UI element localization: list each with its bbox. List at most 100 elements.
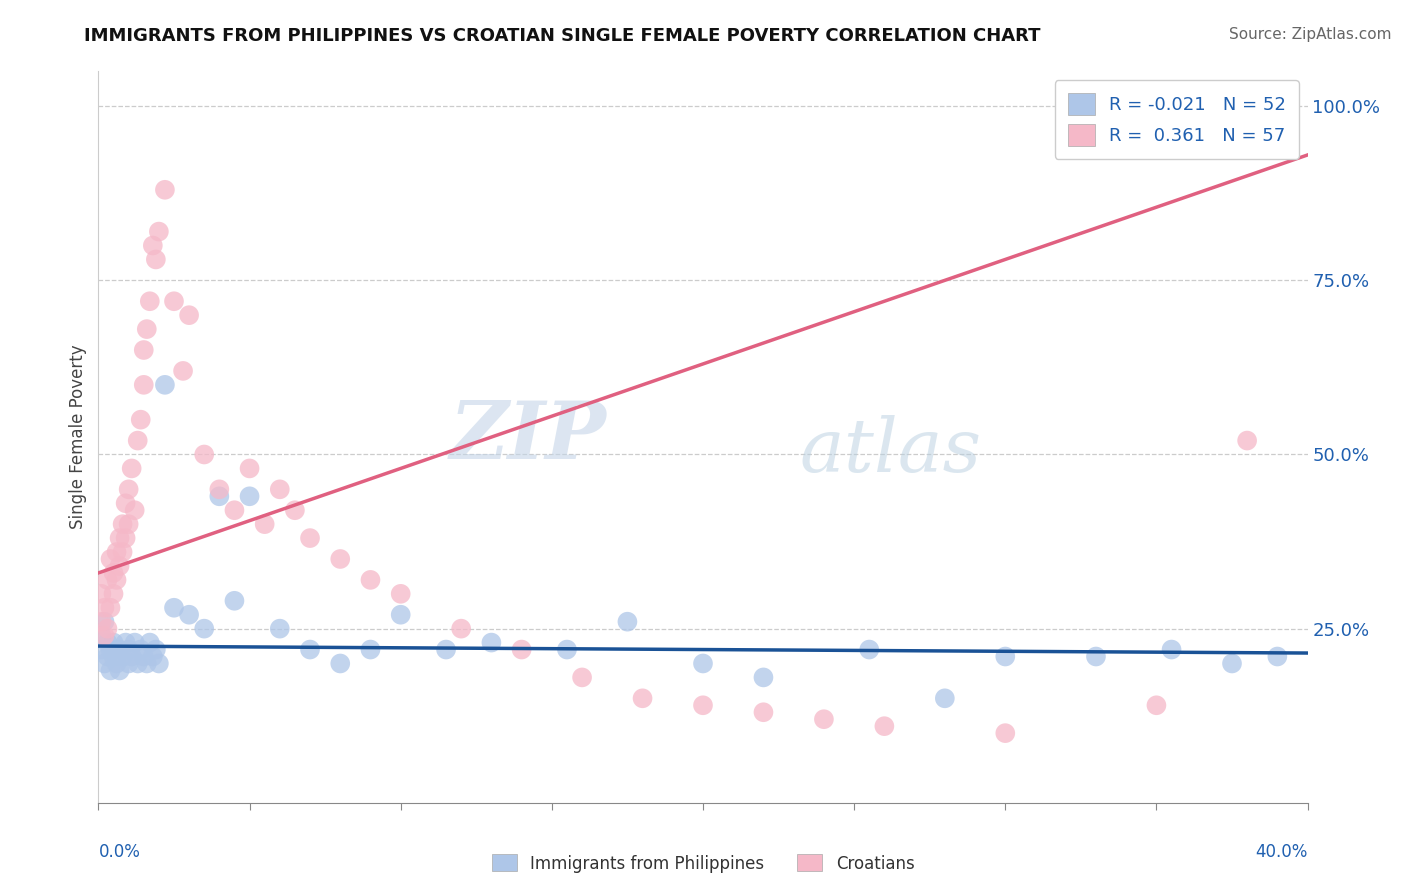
Point	[142, 238, 165, 252]
Point	[105, 573, 128, 587]
Point	[179, 607, 201, 622]
Point	[299, 642, 322, 657]
Point	[100, 552, 122, 566]
Point	[93, 657, 115, 671]
Point	[994, 649, 1017, 664]
Point	[114, 531, 136, 545]
Point	[127, 657, 149, 671]
Point	[100, 642, 122, 657]
Point	[118, 517, 141, 532]
Point	[135, 322, 157, 336]
Point	[139, 294, 162, 309]
Point	[103, 649, 125, 664]
Point	[118, 483, 141, 497]
Point	[111, 649, 134, 664]
Point	[616, 615, 638, 629]
Point	[389, 587, 412, 601]
Point	[145, 252, 167, 267]
Point	[873, 719, 896, 733]
Point	[90, 642, 112, 657]
Point	[299, 531, 322, 545]
Point	[135, 657, 157, 671]
Point	[132, 377, 155, 392]
Point	[224, 594, 246, 608]
Point	[994, 726, 1017, 740]
Point	[96, 622, 118, 636]
Point	[111, 517, 134, 532]
Point	[90, 629, 112, 643]
Point	[193, 622, 215, 636]
Point	[103, 635, 125, 649]
Text: ZIP: ZIP	[450, 399, 606, 475]
Point	[389, 607, 412, 622]
Point	[121, 649, 143, 664]
Point	[129, 412, 152, 426]
Text: atlas: atlas	[800, 416, 981, 488]
Point	[172, 364, 194, 378]
Text: Source: ZipAtlas.com: Source: ZipAtlas.com	[1229, 27, 1392, 42]
Y-axis label: Single Female Poverty: Single Female Poverty	[69, 345, 87, 529]
Point	[631, 691, 654, 706]
Point	[129, 642, 152, 657]
Point	[329, 657, 352, 671]
Point	[124, 503, 146, 517]
Point	[179, 308, 201, 322]
Point	[90, 587, 112, 601]
Point	[118, 657, 141, 671]
Point	[813, 712, 835, 726]
Point	[118, 642, 141, 657]
Point	[93, 629, 115, 643]
Point	[858, 642, 880, 657]
Point	[360, 642, 382, 657]
Point	[124, 635, 146, 649]
Point	[108, 664, 131, 678]
Point	[111, 545, 134, 559]
Point	[934, 691, 956, 706]
Point	[96, 649, 118, 664]
Legend: Immigrants from Philippines, Croatians: Immigrants from Philippines, Croatians	[485, 847, 921, 880]
Point	[692, 698, 714, 713]
Point	[208, 489, 231, 503]
Point	[752, 670, 775, 684]
Point	[153, 377, 176, 392]
Point	[239, 489, 262, 503]
Point	[253, 517, 276, 532]
Point	[139, 635, 162, 649]
Point	[510, 642, 533, 657]
Point	[329, 552, 352, 566]
Point	[148, 657, 170, 671]
Point	[153, 183, 176, 197]
Point	[752, 705, 775, 719]
Point	[1085, 649, 1108, 664]
Point	[148, 225, 170, 239]
Point	[100, 600, 122, 615]
Point	[571, 670, 593, 684]
Legend: R = -0.021   N = 52, R =  0.361   N = 57: R = -0.021 N = 52, R = 0.361 N = 57	[1054, 80, 1299, 159]
Text: IMMIGRANTS FROM PHILIPPINES VS CROATIAN SINGLE FEMALE POVERTY CORRELATION CHART: IMMIGRANTS FROM PHILIPPINES VS CROATIAN …	[84, 27, 1040, 45]
Point	[450, 622, 472, 636]
Point	[434, 642, 457, 657]
Point	[1236, 434, 1258, 448]
Point	[127, 434, 149, 448]
Point	[105, 545, 128, 559]
Point	[145, 642, 167, 657]
Text: 40.0%: 40.0%	[1256, 843, 1308, 861]
Point	[93, 600, 115, 615]
Point	[114, 496, 136, 510]
Point	[108, 558, 131, 573]
Point	[142, 649, 165, 664]
Point	[96, 635, 118, 649]
Point	[105, 657, 128, 671]
Point	[1267, 649, 1289, 664]
Point	[103, 587, 125, 601]
Point	[555, 642, 578, 657]
Point	[692, 657, 714, 671]
Point	[93, 615, 115, 629]
Point	[132, 649, 155, 664]
Point	[163, 294, 186, 309]
Point	[1220, 657, 1243, 671]
Point	[224, 503, 246, 517]
Point	[284, 503, 307, 517]
Point	[114, 635, 136, 649]
Point	[193, 448, 215, 462]
